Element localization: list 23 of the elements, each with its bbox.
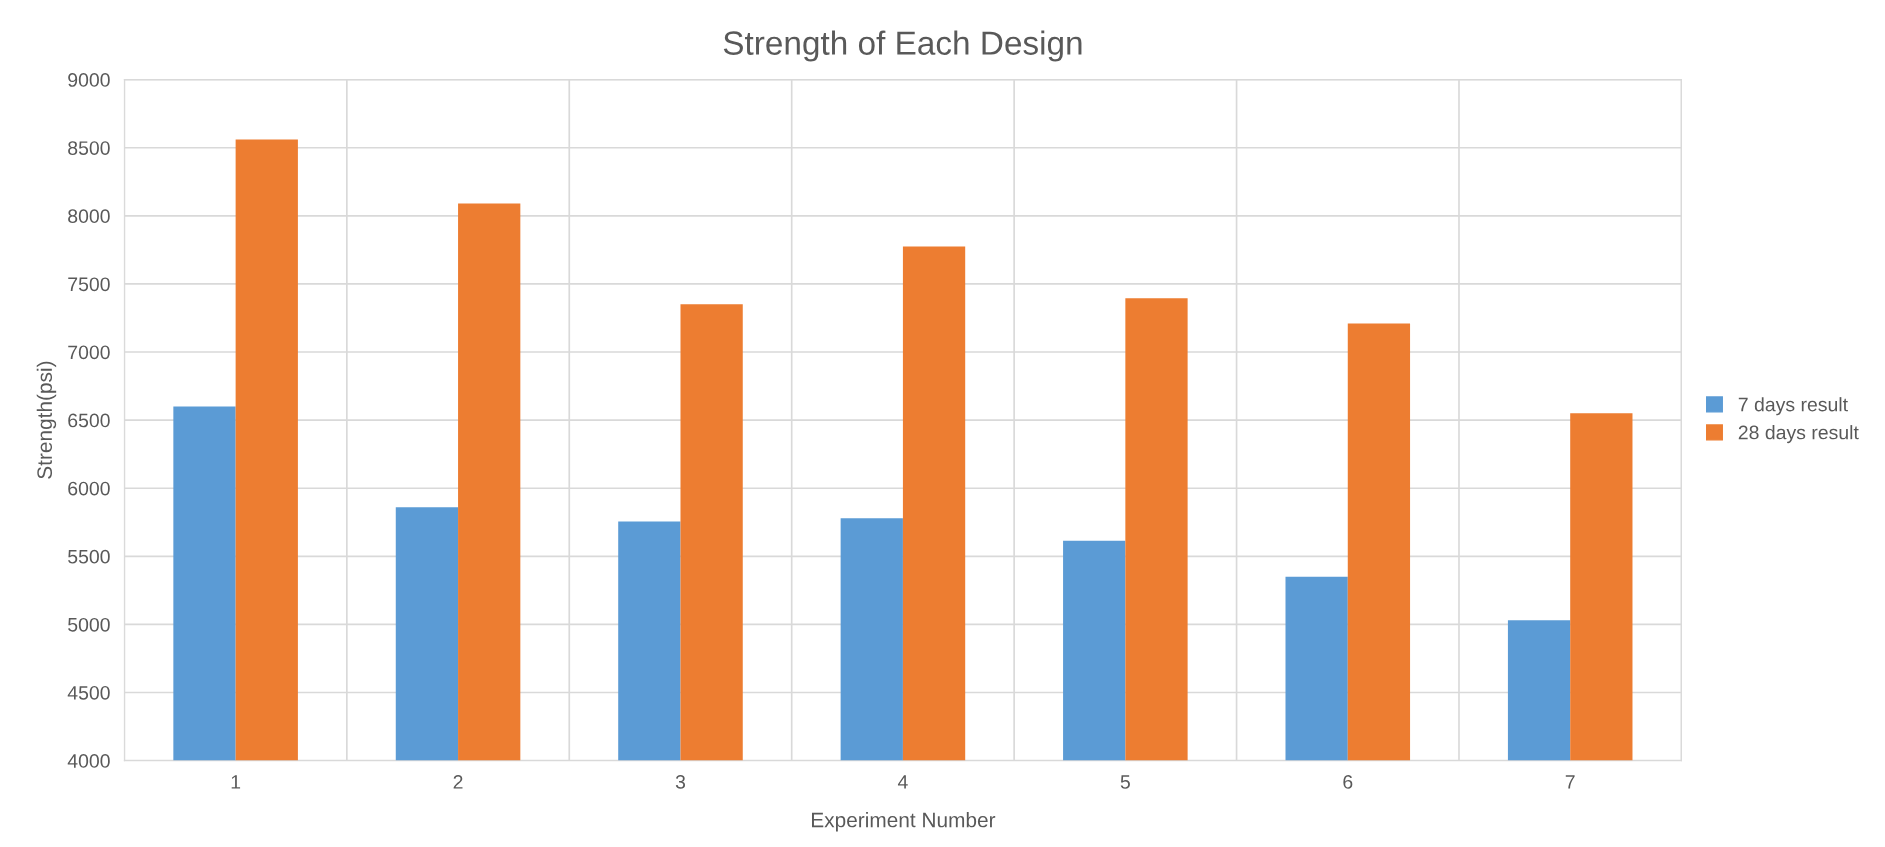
chart-title: Strength of Each Design: [723, 30, 1082, 62]
x-tick-label: 7: [1565, 775, 1575, 789]
x-tick-label: 4: [897, 775, 908, 789]
y-tick-label: 8000: [68, 209, 110, 224]
y-tick-label: 8500: [68, 141, 110, 155]
x-axis-title: Experiment Number: [812, 812, 996, 832]
y-tick-label: 5500: [68, 549, 110, 564]
x-tick-label: 2: [453, 775, 463, 789]
y-axis-title: Strength(psi): [36, 361, 57, 479]
x-tick-label: 5: [1120, 775, 1130, 789]
y-tick-label: 4000: [67, 754, 110, 768]
x-tick-label: 1: [231, 775, 241, 789]
y-tick-label: 7000: [68, 345, 110, 360]
y-tick-label: 5000: [68, 617, 110, 632]
y-tick-label: 7500: [68, 277, 110, 292]
legend-label: 7 days result: [1738, 397, 1848, 416]
y-tick-label: 6000: [68, 481, 110, 496]
y-tick-label: 9000: [68, 73, 110, 87]
legend-label: 28 days result: [1738, 425, 1859, 444]
x-tick-label: 3: [675, 775, 686, 789]
x-tick-label: 6: [1343, 775, 1353, 789]
y-tick-label: 4500: [67, 685, 110, 700]
y-tick-label: 6500: [68, 413, 110, 428]
